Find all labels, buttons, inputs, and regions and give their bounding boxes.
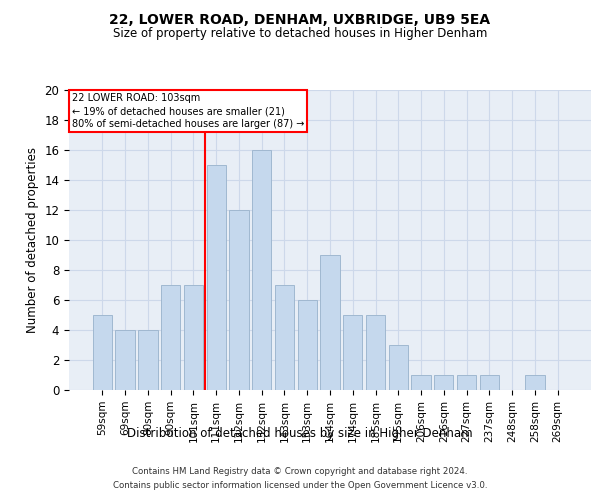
Text: Contains public sector information licensed under the Open Government Licence v3: Contains public sector information licen… — [113, 481, 487, 490]
Bar — [434, 375, 454, 390]
Bar — [275, 285, 294, 390]
Y-axis label: Number of detached properties: Number of detached properties — [26, 147, 39, 333]
Text: Size of property relative to detached houses in Higher Denham: Size of property relative to detached ho… — [113, 28, 487, 40]
Bar — [320, 255, 340, 390]
Bar — [412, 375, 431, 390]
Bar — [206, 165, 226, 390]
Bar — [366, 315, 385, 390]
Bar — [343, 315, 362, 390]
Bar — [389, 345, 408, 390]
Bar — [252, 150, 271, 390]
Bar — [138, 330, 158, 390]
Bar — [229, 210, 248, 390]
Text: Distribution of detached houses by size in Higher Denham: Distribution of detached houses by size … — [127, 428, 473, 440]
Bar — [298, 300, 317, 390]
Bar — [525, 375, 545, 390]
Bar — [457, 375, 476, 390]
Bar — [115, 330, 135, 390]
Text: Contains HM Land Registry data © Crown copyright and database right 2024.: Contains HM Land Registry data © Crown c… — [132, 468, 468, 476]
Bar — [479, 375, 499, 390]
Bar — [184, 285, 203, 390]
Text: 22, LOWER ROAD, DENHAM, UXBRIDGE, UB9 5EA: 22, LOWER ROAD, DENHAM, UXBRIDGE, UB9 5E… — [109, 12, 491, 26]
Text: 22 LOWER ROAD: 103sqm
← 19% of detached houses are smaller (21)
80% of semi-deta: 22 LOWER ROAD: 103sqm ← 19% of detached … — [71, 93, 304, 130]
Bar — [161, 285, 181, 390]
Bar — [93, 315, 112, 390]
